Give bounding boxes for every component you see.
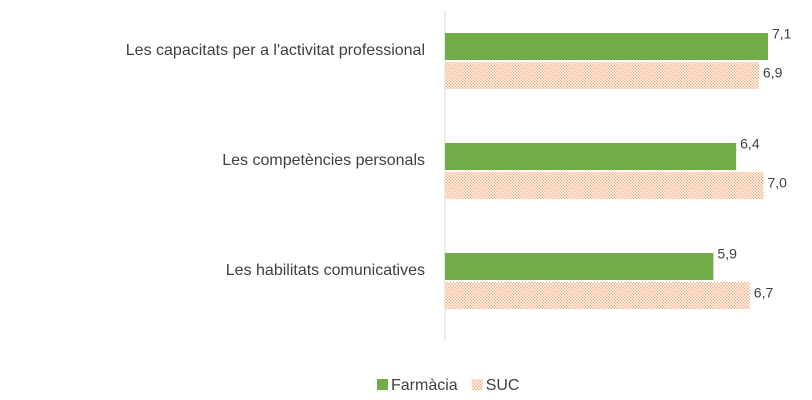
legend-swatch [471, 379, 483, 390]
value-label: 7,0 [767, 175, 787, 191]
bar [445, 253, 714, 280]
bar [445, 143, 737, 170]
bar [445, 62, 759, 89]
bar [445, 282, 750, 309]
value-label: 6,4 [740, 136, 760, 152]
value-label: 6,7 [754, 285, 774, 301]
bar [445, 172, 764, 199]
legend-label: Farmàcia [391, 377, 458, 394]
value-label: 6,9 [763, 65, 783, 81]
value-label: 7,1 [772, 26, 792, 42]
category-label: Les competències personals [222, 152, 425, 169]
category-label: Les habilitats comunicatives [226, 262, 425, 279]
legend-swatch [377, 379, 388, 390]
value-label: 5,9 [717, 246, 737, 262]
category-label: Les capacitats per a l'activitat profess… [126, 42, 425, 59]
bar [445, 33, 768, 60]
legend-label: SUC [486, 377, 520, 394]
